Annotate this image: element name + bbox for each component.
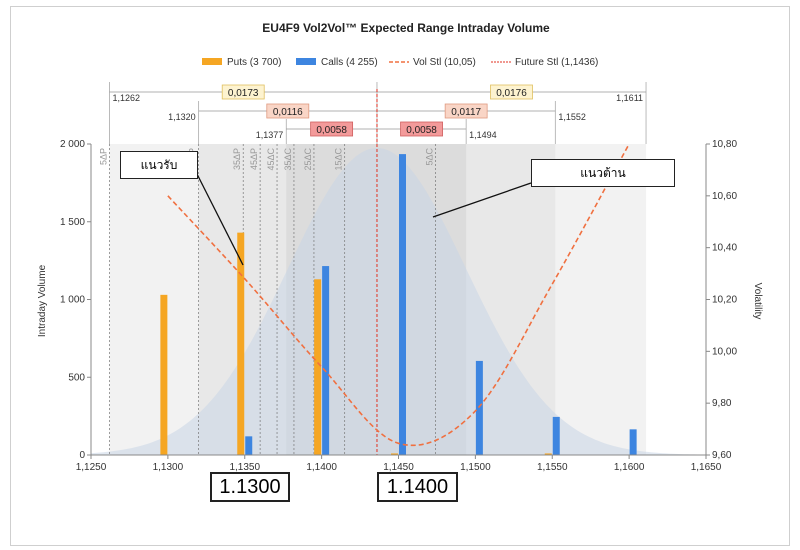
range-edge-label-2: 1,1320 [168, 112, 196, 122]
call-bar-2 [399, 154, 406, 456]
resistance-pointer-line [432, 182, 532, 218]
put-bar-2 [314, 279, 322, 455]
call-bar-3 [475, 360, 483, 455]
range-box-4 [310, 121, 354, 137]
x-tick-label-5: 1,1500 [460, 462, 491, 473]
legend-puts-swatch [202, 58, 222, 65]
y2-tick-label-3: 10,20 [712, 295, 737, 306]
range-label-1: 0,0176 [496, 88, 527, 99]
resistance-annotation: แนวต้าน [531, 159, 675, 187]
range-label-4: 0,0058 [316, 125, 347, 136]
range-box-0 [221, 84, 265, 100]
range-edge-label-3: 1,1552 [558, 112, 586, 122]
y2-tick-label-5: 10,60 [712, 191, 737, 202]
y2-tick-label-4: 10,40 [712, 243, 737, 254]
range-edge-label-0: 1,1262 [112, 93, 140, 103]
x-tick-label-4: 1,1450 [383, 462, 414, 473]
range-edge-label-1: 1,1611 [616, 93, 643, 103]
y2-axis-label: Volatility [752, 283, 763, 320]
plot-area: 5ΔP15ΔP35ΔP45ΔP45ΔC35ΔC25ΔC15ΔC5ΔC [91, 89, 706, 456]
vol-settle-curve [167, 143, 630, 447]
price-label-high: 1.1400 [377, 472, 458, 502]
range-box-1 [490, 84, 533, 100]
y-tick-label-4: 2 000 [60, 139, 85, 150]
put-bar-3 [391, 453, 398, 455]
chart-frame: EU4F9 Vol2Vol™ Expected Range Intraday V… [10, 6, 790, 546]
x-tick-label-2: 1,1350 [229, 462, 260, 473]
put-bar-1 [237, 232, 245, 455]
range-annotations: 1,1262 1,1611 1,1320 1,1552 1,1377 1,1494 0,01… [109, 82, 647, 144]
support-pointer-line [195, 171, 244, 266]
delta-label-8: 5ΔC [424, 148, 434, 166]
delta-label-6: 25ΔC [303, 148, 313, 171]
x-tick-label-0: 1,1250 [76, 462, 107, 473]
y2-tick-label-6: 10,80 [712, 139, 737, 150]
put-bar-4 [544, 453, 552, 455]
y-tick-label-2: 1 000 [60, 295, 85, 306]
delta-label-0: 5ΔP [98, 148, 108, 165]
call-bar-5 [629, 429, 637, 455]
x-tick-label-6: 1,1550 [537, 462, 568, 473]
range-edge-label-5: 1,1494 [469, 130, 497, 140]
price-label-low: 1.1300 [210, 472, 290, 502]
legend-puts-label: Puts (3 700) [227, 57, 281, 68]
delta-label-3: 45ΔP [249, 148, 259, 170]
range-box-2 [266, 103, 310, 119]
range-label-3: 0,0117 [451, 107, 481, 118]
legend-future-label: Future Stl (1,1436) [515, 57, 598, 68]
delta-label-7: 15ΔC [334, 148, 344, 171]
chart-canvas: EU4F9 Vol2Vol™ Expected Range Intraday V… [37, 21, 763, 473]
call-bar-4 [552, 416, 560, 455]
put-bar-0 [160, 294, 168, 455]
y-tick-label-0: 0 [79, 450, 85, 461]
x-tick-label-3: 1,1400 [306, 462, 337, 473]
legend-calls-swatch [296, 58, 316, 65]
range-label-2: 0,0116 [273, 107, 303, 118]
range-edge-label-4: 1,1377 [256, 130, 284, 140]
y2-tick-label-1: 9,80 [712, 398, 732, 409]
y-tick-label-1: 500 [68, 372, 85, 383]
legend-calls-label: Calls (4 255) [321, 57, 378, 68]
range-box-3 [444, 103, 488, 119]
x-tick-label-8: 1,1650 [691, 462, 722, 473]
delta-label-2: 35ΔP [232, 148, 242, 170]
range-label-5: 0,0058 [406, 125, 437, 136]
delta-label-5: 35ΔC [283, 148, 293, 171]
call-bar-1 [322, 266, 330, 455]
x-tick-label-1: 1,1300 [153, 462, 184, 473]
call-bar-0 [245, 436, 253, 455]
delta-label-4: 45ΔC [266, 148, 276, 171]
y-tick-label-3: 1 500 [60, 217, 85, 228]
x-tick-label-7: 1,1600 [614, 462, 645, 473]
legend-vol-label: Vol Stl (10,05) [413, 57, 476, 68]
range-label-0: 0,0173 [228, 88, 259, 99]
legend: Puts (3 700) Calls (4 255) Vol Stl (10,0… [202, 57, 598, 68]
chart-title: EU4F9 Vol2Vol™ Expected Range Intraday V… [262, 21, 550, 35]
probability-bell-curve [91, 148, 706, 455]
y2-tick-label-0: 9,60 [712, 450, 732, 461]
y2-tick-label-2: 10,00 [712, 346, 737, 357]
y-axis-label: Intraday Volume [37, 264, 48, 337]
range-box-5 [400, 121, 443, 137]
support-annotation: แนวรับ [120, 151, 198, 179]
axes: 1,1250 1,1300 1,1350 1,1400 1,1450 1,1500 1,15… [60, 139, 737, 473]
